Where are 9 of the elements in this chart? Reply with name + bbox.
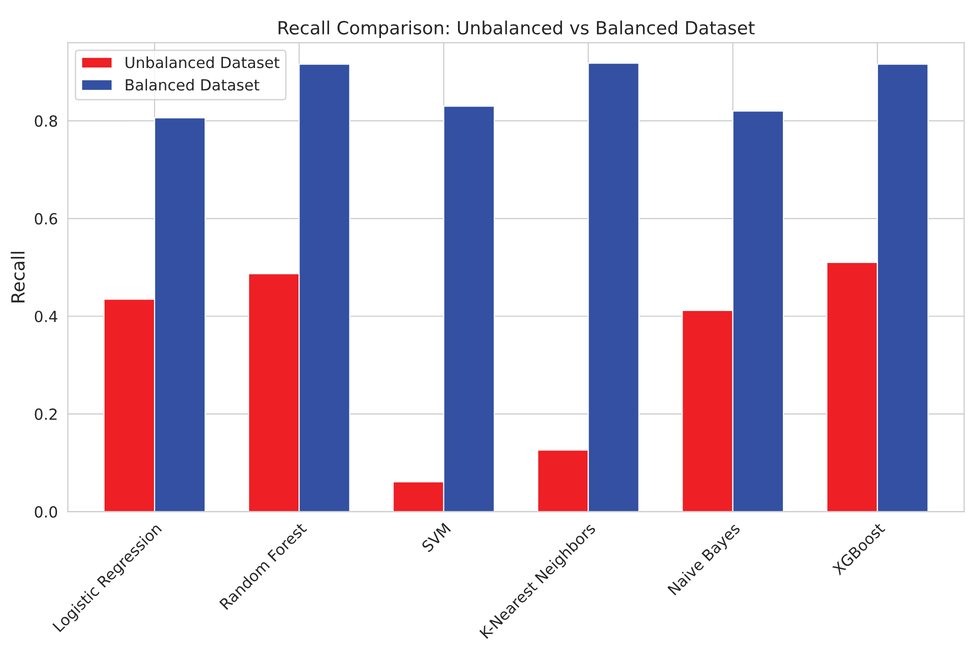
chart-title: Recall Comparison: Unbalanced vs Balanced Dataset (278, 20, 755, 38)
y-tick-label: 0.0 (34, 506, 58, 518)
y-tick-label: 0.4 (34, 310, 58, 322)
y-tick-label: 0.8 (34, 115, 58, 127)
legend-label: Balanced Dataset (126, 78, 260, 91)
y-tick-label: 0.2 (34, 408, 57, 420)
y-axis-title: Recall (10, 252, 25, 302)
legend-label: Unbalanced Dataset (126, 56, 280, 68)
y-tick-label: 0.6 (34, 212, 58, 225)
